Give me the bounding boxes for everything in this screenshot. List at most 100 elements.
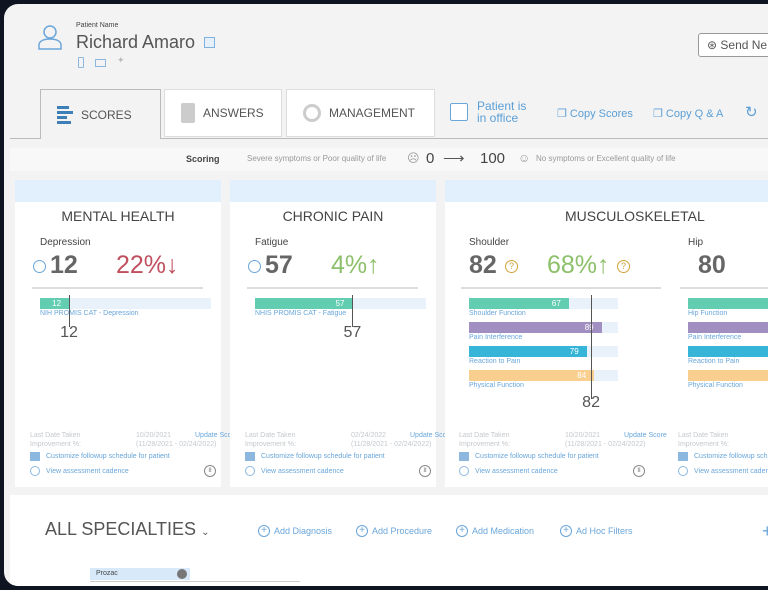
view-cadence-link[interactable]: View assessment cadence [261, 468, 344, 475]
score-bar-label[interactable]: Reaction to Pain [688, 358, 740, 365]
patient-in-office-label[interactable]: Patient is in office [477, 99, 527, 125]
card-title: CHRONIC PAIN [282, 208, 384, 224]
pause-button[interactable]: II [633, 465, 645, 477]
copy-qa-button[interactable]: ❐ Copy Q & A [653, 108, 724, 120]
view-cadence-link[interactable]: View assessment cadence [475, 468, 558, 475]
specialty-dropdown[interactable]: ALL SPECIALTIES ⌄ [45, 519, 210, 539]
score-bar-label[interactable]: NIH PROMIS CAT - Depression [40, 310, 139, 317]
scoring-label: Scoring [186, 154, 220, 164]
pin-icon[interactable]: ✦ [117, 55, 125, 65]
calendar-icon [459, 452, 469, 461]
plus-circle-icon: + [456, 525, 468, 537]
add-action-label: Ad Hoc Filters [576, 526, 633, 536]
score-value: 57 [265, 251, 293, 279]
target-icon [303, 104, 321, 122]
subscale-name: Shoulder [469, 237, 510, 248]
score-marker-line [591, 295, 593, 399]
score-bar-fill [688, 346, 768, 357]
add-action-add-diagnosis[interactable]: + Add Diagnosis [258, 525, 332, 537]
add-action-add-medication[interactable]: + Add Medication [456, 525, 534, 537]
improvement-range: (11/28/2021 - 02/24/2022) [565, 441, 646, 448]
score-bar-label[interactable]: NHIS PROMIS CAT - Fatigue [255, 310, 347, 317]
card-title: MENTAL HEALTH [61, 208, 175, 224]
scores-icon [57, 105, 73, 124]
score-bar-fill: 84 [469, 370, 595, 381]
score-value: 80 [698, 251, 726, 279]
card-header [15, 180, 221, 202]
customize-schedule-link[interactable]: Customize followup schedule for patient [261, 453, 385, 460]
score-card-mental-health: MENTAL HEALTH Depression 12 22%↓ 12 NIH PROMI… [15, 180, 238, 487]
score-marker-line [352, 295, 354, 327]
divider [247, 287, 418, 289]
cadence-icon [30, 466, 40, 476]
score-value: 82 [469, 251, 497, 279]
customize-schedule-link[interactable]: Customize followup sch [694, 453, 768, 460]
phone-icon[interactable] [78, 57, 84, 68]
score-bar-track: 57 [255, 298, 426, 309]
view-cadence-link[interactable]: View assessment cadence [46, 468, 129, 475]
score-bar-fill: 67 [469, 298, 569, 309]
score-bar-track: 79 [469, 346, 618, 357]
alarm-clock-icon [33, 260, 46, 273]
tab-answers[interactable]: ANSWERS [164, 89, 282, 137]
refresh-icon[interactable]: ↻ [745, 104, 758, 121]
send-label: Send Ne [720, 38, 768, 52]
score-bar-fill: 12 [40, 298, 70, 309]
add-action-add-procedure[interactable]: + Add Procedure [356, 525, 432, 537]
score-bar-track [688, 370, 768, 381]
score-bar-label[interactable]: Physical Function [469, 382, 524, 389]
add-action-ad-hoc-filters[interactable]: + Ad Hoc Filters [560, 525, 633, 537]
patient-name-label: Patient Name [76, 22, 119, 29]
score-bar-label[interactable]: Reaction to Pain [469, 358, 521, 365]
calendar-icon [30, 452, 40, 461]
patient-in-office-checkbox[interactable] [450, 103, 468, 121]
update-score-link[interactable]: Update Score [195, 432, 238, 439]
edit-icon[interactable] [177, 569, 187, 579]
medication-tag[interactable]: Prozac [90, 568, 190, 580]
update-score-link[interactable]: Update Score [410, 432, 453, 439]
help-icon[interactable]: ? [617, 260, 630, 273]
score-bar-track [688, 346, 768, 357]
tab-scores[interactable]: SCORES [40, 89, 161, 139]
send-button[interactable]: ⊛ Send Ne [698, 33, 768, 57]
update-score-link[interactable]: Update Score [624, 432, 667, 439]
score-bar-fill [688, 370, 768, 381]
help-icon[interactable]: ? [505, 260, 518, 273]
pause-button[interactable]: II [204, 465, 216, 477]
pause-button[interactable]: II [419, 465, 431, 477]
score-bar-label[interactable]: Physical Function [688, 382, 743, 389]
subscale-name: Depression [40, 237, 91, 248]
scoring-legend: Scoring Severe symptoms or Poor quality … [10, 148, 768, 171]
score-bar-track: 67 [469, 298, 618, 309]
score-bar-label[interactable]: Hip Function [688, 310, 728, 317]
chart-axis [90, 581, 300, 582]
sad-face-icon: ☹ [407, 151, 420, 165]
improvement-percent: 4%↑ [331, 251, 380, 279]
add-icon[interactable]: + [762, 521, 768, 541]
score-card-musculoskeletal: MUSCULOSKELETAL Shoulder 82? 68%↑? 67 Shoulde… [445, 180, 768, 487]
score-value: 12 [50, 251, 78, 279]
tab-management[interactable]: MANAGEMENT [286, 89, 435, 137]
mail-icon[interactable] [95, 59, 106, 67]
score-bar-fill [688, 298, 768, 309]
divider [461, 287, 661, 289]
score-bar-label[interactable]: Pain Interference [469, 334, 523, 341]
copy-scores-button[interactable]: ❐ Copy Scores [557, 108, 633, 120]
customize-schedule-link[interactable]: Customize followup schedule for patient [46, 453, 170, 460]
last-date-label: Last Date Taken [245, 432, 296, 439]
score-bar-label[interactable]: Shoulder Function [469, 310, 526, 317]
customize-schedule-link[interactable]: Customize followup schedule for patient [475, 453, 599, 460]
copy-icon: ❐ [557, 108, 570, 120]
scoring-high-text: No symptoms or Excellent quality of life [536, 154, 676, 163]
last-date-value: 10/20/2021 [136, 432, 172, 439]
improvement-range: (11/28/2021 - 02/24/2022) [136, 441, 217, 448]
improvement-label: Improvement %: [678, 441, 729, 448]
last-date-label: Last Date Taken [678, 432, 729, 439]
view-cadence-link[interactable]: View assessment caden [694, 468, 768, 475]
cadence-icon [678, 466, 688, 476]
calendar-icon [678, 452, 688, 461]
edit-icon[interactable] [204, 37, 215, 48]
scoring-high: 100 [480, 150, 506, 167]
score-bar-label[interactable]: Pain Interference [688, 334, 742, 341]
improvement-label: Improvement %: [30, 441, 81, 448]
